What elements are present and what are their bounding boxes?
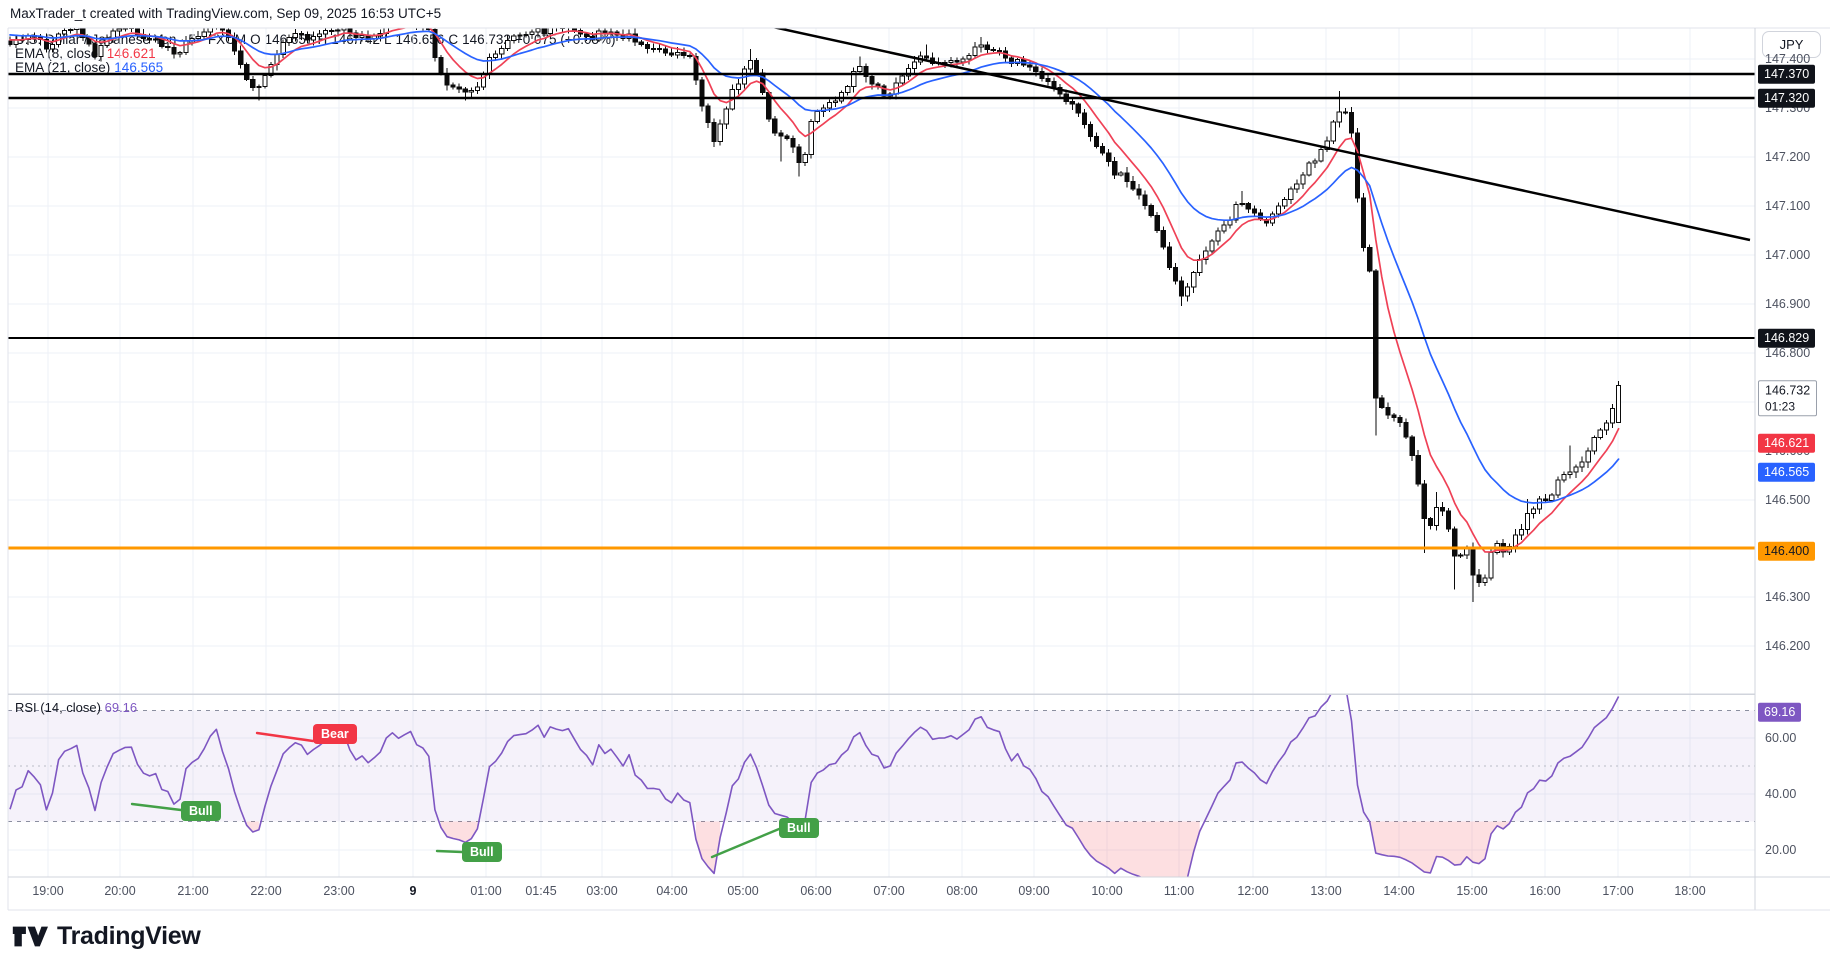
price-badge-146.732: 146.732 01:23 [1758, 380, 1818, 416]
price-badge-69.16: 69.16 [1758, 702, 1802, 722]
price-badge-146.565: 146.565 [1758, 462, 1816, 482]
tradingview-logo-text: TradingView [57, 922, 201, 950]
close-label: C [448, 32, 459, 47]
time-tick-label: 10:00 [1091, 884, 1123, 898]
time-tick-label: 09:00 [1018, 884, 1050, 898]
watermark-text: MaxTrader_t created with TradingView.com… [10, 6, 442, 21]
price-tick-label: 146.900 [1765, 297, 1811, 311]
time-tick-label: 13:00 [1310, 884, 1342, 898]
price-tick-label: 146.800 [1765, 346, 1811, 360]
time-tick-label: 11:00 [1163, 884, 1195, 898]
time-tick-label: 17:00 [1602, 884, 1634, 898]
bull-divergence-label: Bull [181, 801, 221, 821]
time-tick-label: 19:00 [32, 884, 64, 898]
price-tick-label: 20.00 [1765, 843, 1797, 857]
ema21-value: 146.565 [114, 60, 164, 75]
time-tick-label: 04:00 [656, 884, 688, 898]
rsi-label: RSI (14, close) [15, 700, 101, 715]
time-tick-label: 9 [409, 884, 417, 898]
low-value: 146.656 [395, 32, 445, 47]
time-tick-label: 20:00 [104, 884, 136, 898]
time-tick-label: 21:00 [177, 884, 209, 898]
price-tick-label: 146.500 [1765, 493, 1811, 507]
price-tick-label: 147.400 [1765, 52, 1811, 66]
time-tick-label: 12:00 [1237, 884, 1269, 898]
price-tick-label: 146.300 [1765, 590, 1811, 604]
time-tick-label: 05:00 [727, 884, 759, 898]
time-tick-label: 22:00 [250, 884, 282, 898]
price-badge-147.370: 147.370 [1758, 64, 1816, 84]
price-tick-label: 147.200 [1765, 150, 1811, 164]
tradingview-logo[interactable]: TradingView [12, 922, 201, 951]
price-badge-146.621: 146.621 [1758, 433, 1816, 453]
ema8-legend-row[interactable]: EMA (8, close) 146.621 [15, 47, 619, 61]
price-badge-146.400: 146.400 [1758, 541, 1816, 561]
currency-button[interactable]: JPY [1762, 31, 1821, 58]
price-badge-147.320: 147.320 [1758, 88, 1816, 108]
candle-countdown: 01:23 [1765, 398, 1796, 413]
time-tick-label: 06:00 [800, 884, 832, 898]
price-badge-146.829: 146.829 [1758, 328, 1816, 348]
price-tick-label: 146.200 [1765, 639, 1811, 653]
bull-divergence-label: Bull [779, 818, 819, 838]
bear-divergence-label: Bear [313, 724, 357, 744]
bull-divergence-label: Bull [462, 842, 502, 862]
open-label: O [250, 32, 261, 47]
price-tick-label: 147.100 [1765, 199, 1811, 213]
tradingview-logo-icon [12, 926, 48, 947]
time-tick-label: 03:00 [586, 884, 618, 898]
ema21-label: EMA (21, close) [15, 60, 111, 75]
ema21-legend-row[interactable]: EMA (21, close) 146.565 [15, 61, 619, 75]
time-tick-label: 01:00 [470, 884, 502, 898]
time-tick-label: 18:00 [1674, 884, 1706, 898]
time-tick-label: 15:00 [1456, 884, 1488, 898]
rsi-value: 69.16 [104, 700, 138, 715]
ema8-value: 146.621 [106, 46, 156, 61]
price-tick-label: 147.000 [1765, 248, 1811, 262]
time-tick-label: 14:00 [1383, 884, 1415, 898]
rsi-legend-row[interactable]: RSI (14, close) 69.16 [15, 700, 137, 715]
ema8-label: EMA (8, close) [15, 46, 103, 61]
time-tick-label: 07:00 [873, 884, 905, 898]
time-tick-label: 23:00 [323, 884, 355, 898]
price-tick-label: 60.00 [1765, 731, 1797, 745]
low-label: L [384, 32, 392, 47]
chart-legend: U.S. Dollar / Japanese Yen · 5 · FXCMO14… [15, 33, 619, 75]
time-tick-label: 16:00 [1529, 884, 1561, 898]
time-tick-label: 01:45 [525, 884, 557, 898]
price-tick-label: 40.00 [1765, 787, 1797, 801]
time-tick-label: 08:00 [946, 884, 978, 898]
